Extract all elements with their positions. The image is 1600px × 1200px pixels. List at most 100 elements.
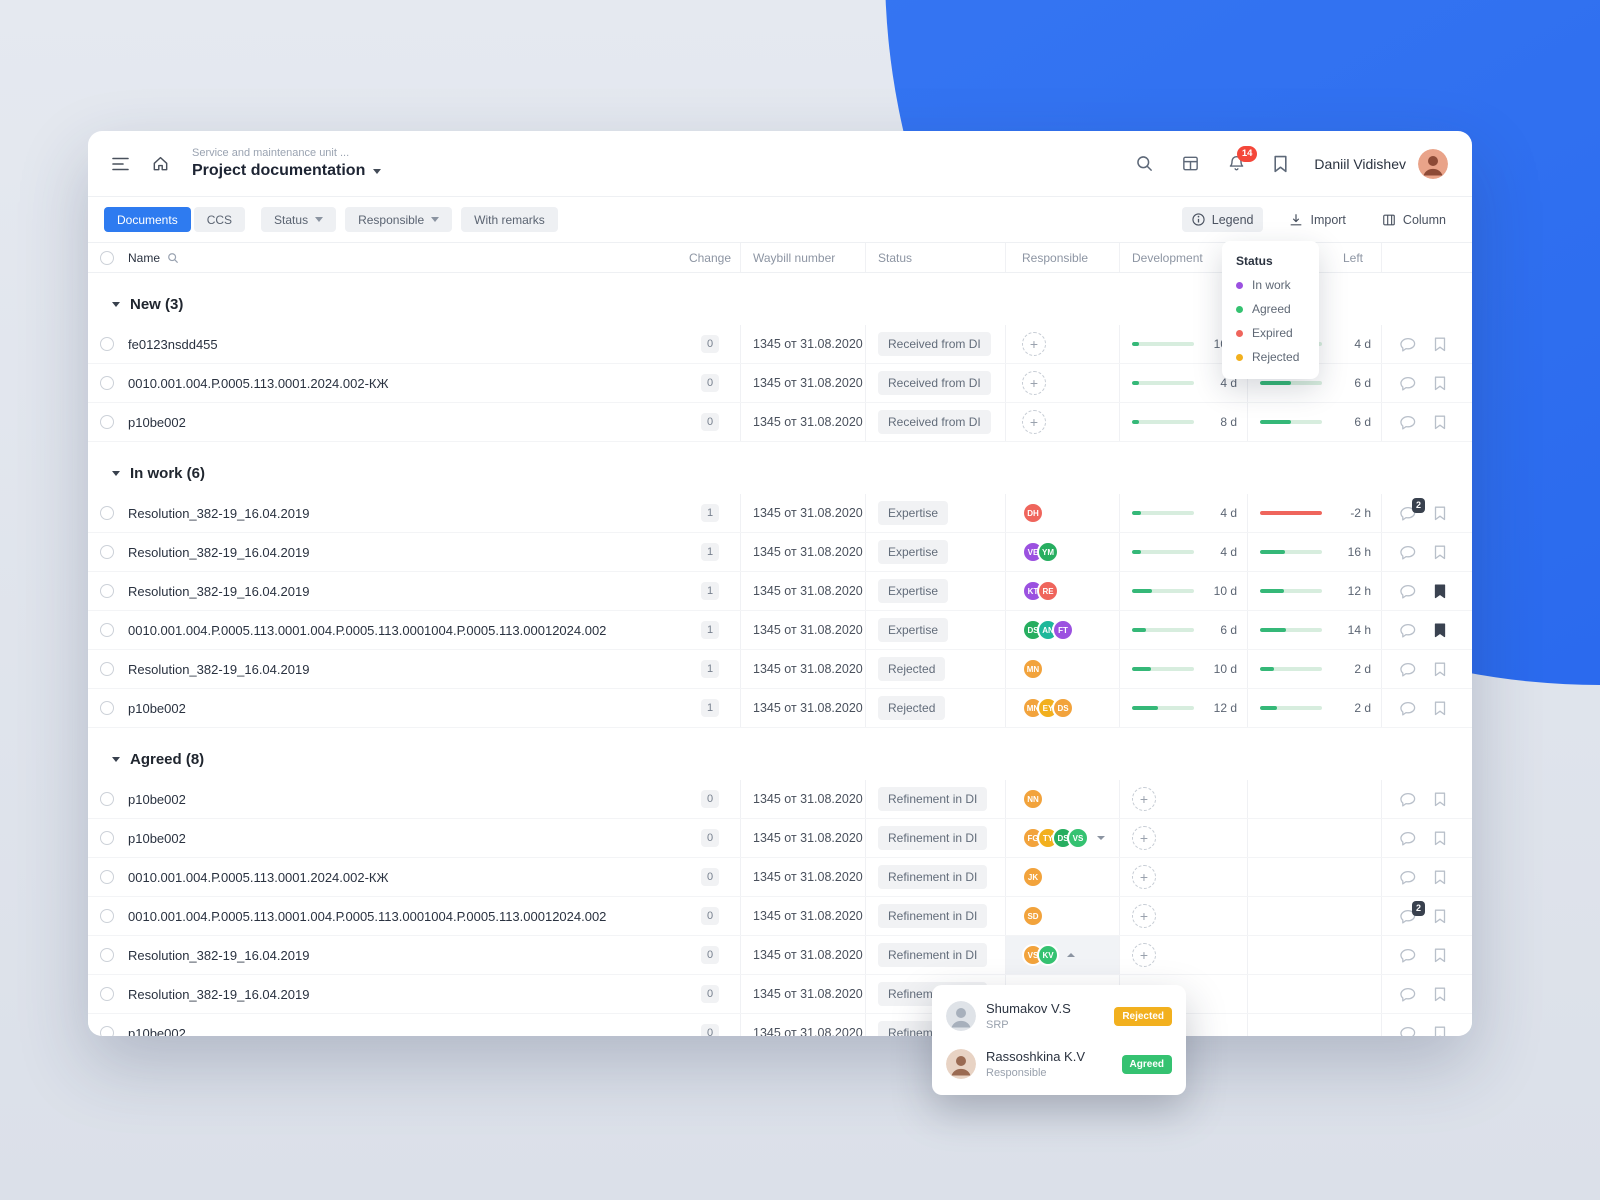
document-name[interactable]: p10be002 [128, 830, 186, 846]
responsible-cell[interactable]: VE YM [1005, 533, 1119, 571]
document-name[interactable]: 0010.001.004.Р.0005.113.0001.2024.002-КЖ [128, 869, 389, 885]
table-view-icon[interactable] [1181, 154, 1200, 173]
document-name[interactable]: Resolution_382-19_16.04.2019 [128, 661, 310, 677]
table-row[interactable]: Resolution_382-19_16.04.2019 1 1345 от 31.… [88, 572, 1472, 611]
comment-icon[interactable] [1400, 623, 1416, 638]
row-select-circle[interactable] [100, 415, 114, 429]
responsible-cell[interactable]: KT RE [1005, 572, 1119, 610]
row-select-circle[interactable] [100, 870, 114, 884]
responsible-cell[interactable]: + [1005, 403, 1119, 441]
table-row[interactable]: 0010.001.004.Р.0005.113.0001.004.Р.0005.… [88, 897, 1472, 936]
table-row[interactable]: Resolution_382-19_16.04.2019 1 1345 от 31.… [88, 494, 1472, 533]
document-name[interactable]: fe0123nsdd455 [128, 336, 218, 352]
chevron-down-icon[interactable] [1097, 836, 1105, 840]
comment-icon[interactable] [1400, 545, 1416, 560]
bookmark-icon[interactable] [1434, 909, 1446, 924]
table-row[interactable]: p10be002 1 1345 от 31.08.2020 Rejected MN EY D… [88, 689, 1472, 728]
responsible-cell[interactable]: FG TY DS VS [1005, 819, 1119, 857]
table-row[interactable]: Resolution_382-19_16.04.2019 1 1345 от 31.… [88, 533, 1472, 572]
responsible-cell[interactable]: SD [1005, 897, 1119, 935]
user-avatar[interactable] [1418, 148, 1448, 179]
bookmark-icon[interactable] [1434, 376, 1446, 391]
row-select-circle[interactable] [100, 948, 114, 962]
responsible-cell[interactable]: VS KV [1005, 936, 1119, 974]
bookmark-icon[interactable] [1434, 415, 1446, 430]
add-development-button[interactable]: + [1132, 865, 1156, 889]
responsible-cell[interactable]: + [1005, 364, 1119, 402]
bookmark-icon[interactable] [1434, 987, 1446, 1002]
filter-responsible[interactable]: Responsible [345, 207, 453, 232]
row-select-circle[interactable] [100, 506, 114, 520]
row-select-circle[interactable] [100, 623, 114, 637]
responsible-cell[interactable]: NN [1005, 780, 1119, 818]
document-name[interactable]: p10be002 [128, 1025, 186, 1037]
chevron-down-icon[interactable] [373, 168, 382, 174]
comment-icon[interactable] [1400, 376, 1416, 391]
row-select-circle[interactable] [100, 337, 114, 351]
bookmark-icon[interactable] [1434, 545, 1446, 560]
document-name[interactable]: 0010.001.004.Р.0005.113.0001.004.Р.0005.… [128, 622, 607, 638]
comment-icon[interactable] [1400, 1026, 1416, 1036]
bookmark-icon[interactable] [1434, 831, 1446, 846]
collapse-icon[interactable] [112, 302, 120, 307]
bookmark-icon[interactable] [1434, 662, 1446, 677]
responsible-cell[interactable]: + [1005, 325, 1119, 363]
bookmark-icon[interactable] [1434, 337, 1446, 352]
comment-icon[interactable] [1400, 337, 1416, 352]
bell-icon[interactable]: 14 [1227, 146, 1258, 173]
bookmark-icon[interactable] [1434, 701, 1446, 716]
import-button[interactable]: Import [1279, 207, 1355, 232]
row-select-circle[interactable] [100, 545, 114, 559]
comment-icon[interactable] [1400, 948, 1416, 963]
bookmark-icon[interactable] [1434, 584, 1446, 599]
document-name[interactable]: Resolution_382-19_16.04.2019 [128, 583, 310, 599]
responsible-cell[interactable]: MN EY DS [1005, 689, 1119, 727]
search-icon[interactable] [1135, 154, 1154, 173]
add-development-button[interactable]: + [1132, 787, 1156, 811]
document-name[interactable]: 0010.001.004.Р.0005.113.0001.004.Р.0005.… [128, 908, 607, 924]
add-responsible-button[interactable]: + [1022, 332, 1046, 356]
bookmark-icon[interactable] [1273, 155, 1288, 173]
bookmark-icon[interactable] [1434, 792, 1446, 807]
legend-button[interactable]: Legend [1181, 207, 1264, 232]
comment-icon[interactable]: 2 [1400, 497, 1425, 521]
row-select-circle[interactable] [100, 584, 114, 598]
bookmark-icon[interactable] [1434, 623, 1446, 638]
row-select-circle[interactable] [100, 376, 114, 390]
row-select-circle[interactable] [100, 831, 114, 845]
document-name[interactable]: Resolution_382-19_16.04.2019 [128, 986, 310, 1002]
home-icon[interactable] [151, 154, 170, 173]
responsible-cell[interactable]: JK [1005, 858, 1119, 896]
add-development-button[interactable]: + [1132, 943, 1156, 967]
row-select-circle[interactable] [100, 701, 114, 715]
add-responsible-button[interactable]: + [1022, 371, 1046, 395]
comment-icon[interactable] [1400, 584, 1416, 599]
document-name[interactable]: p10be002 [128, 700, 186, 716]
table-row[interactable]: 0010.001.004.Р.0005.113.0001.2024.002-КЖ… [88, 858, 1472, 897]
document-name[interactable]: p10be002 [128, 414, 186, 430]
document-name[interactable]: Resolution_382-19_16.04.2019 [128, 947, 310, 963]
comment-icon[interactable] [1400, 662, 1416, 677]
menu-icon[interactable] [112, 157, 129, 171]
row-select-circle[interactable] [100, 792, 114, 806]
document-name[interactable]: 0010.001.004.Р.0005.113.0001.2024.002-КЖ [128, 375, 389, 391]
document-name[interactable]: Resolution_382-19_16.04.2019 [128, 505, 310, 521]
tab-documents[interactable]: Documents [104, 207, 191, 232]
filter-status[interactable]: Status [261, 207, 337, 232]
comment-icon[interactable] [1400, 870, 1416, 885]
comment-icon[interactable] [1400, 831, 1416, 846]
chevron-up-icon[interactable] [1067, 953, 1075, 957]
row-select-circle[interactable] [100, 909, 114, 923]
bookmark-icon[interactable] [1434, 948, 1446, 963]
add-development-button[interactable]: + [1132, 904, 1156, 928]
row-select-circle[interactable] [100, 1026, 114, 1036]
bookmark-icon[interactable] [1434, 870, 1446, 885]
table-row[interactable]: Resolution_382-19_16.04.2019 0 1345 от 31.… [88, 975, 1472, 1014]
responsible-person-item[interactable]: Shumakov V.S SRP Rejected [932, 992, 1186, 1040]
filter-with-remarks[interactable]: With remarks [461, 207, 558, 232]
row-select-circle[interactable] [100, 987, 114, 1001]
document-name[interactable]: Resolution_382-19_16.04.2019 [128, 544, 310, 560]
